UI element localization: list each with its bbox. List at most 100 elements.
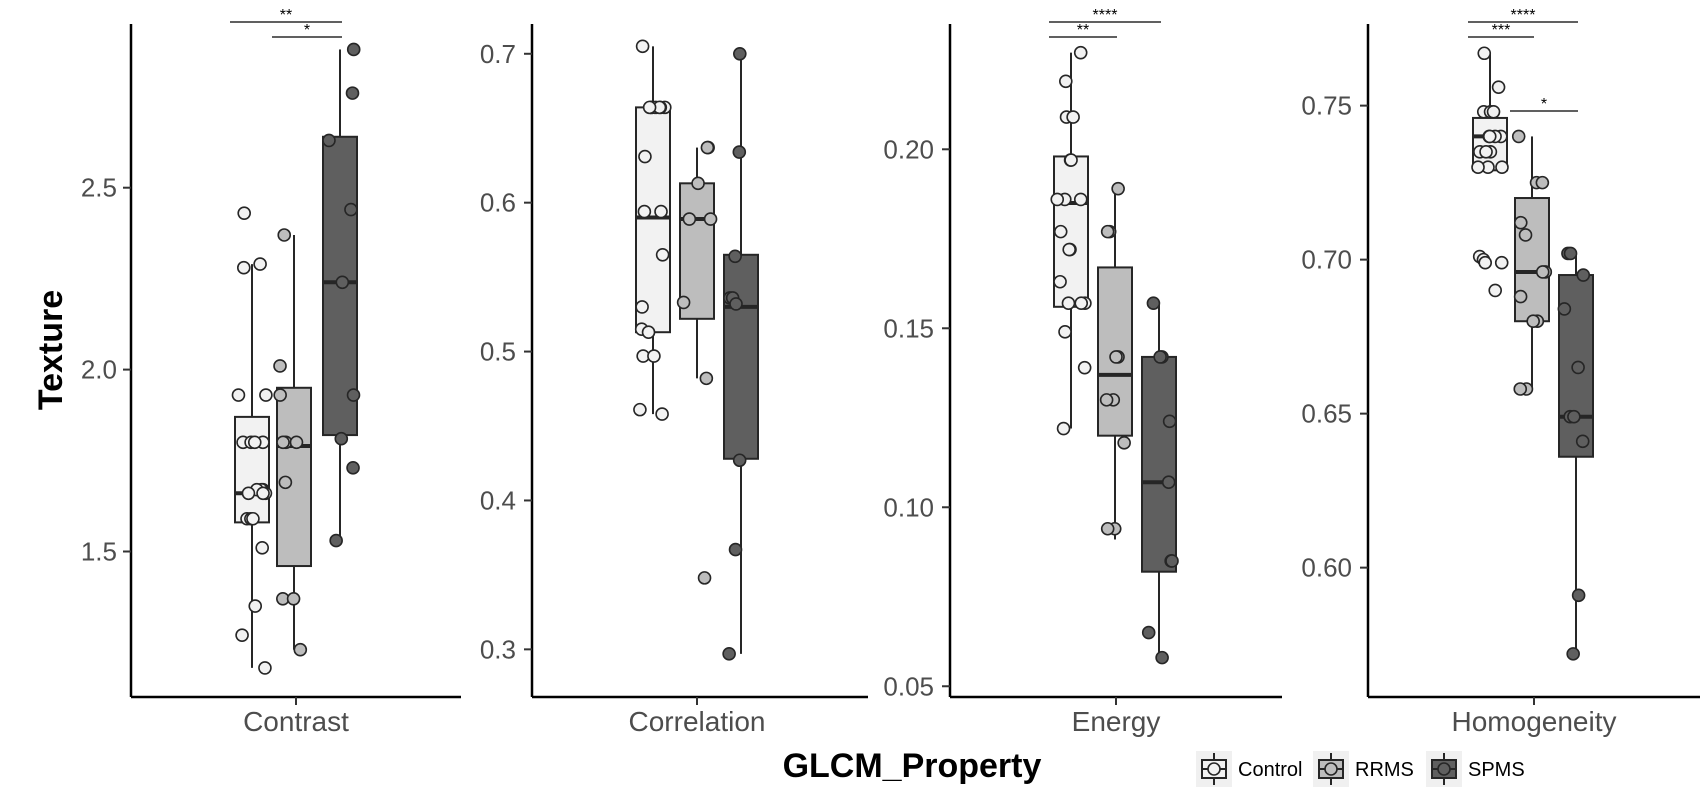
data-point	[322, 133, 336, 148]
data-point	[729, 297, 743, 311]
data-point	[231, 388, 246, 402]
legend-label: RRMS	[1355, 759, 1414, 781]
data-point	[700, 140, 715, 155]
data-point	[293, 642, 308, 657]
data-point	[1495, 160, 1509, 175]
significance-label: ****	[1511, 7, 1536, 24]
data-point	[1535, 175, 1550, 190]
significance-bracket: ***	[1468, 22, 1534, 39]
points-rrms	[1511, 129, 1553, 396]
panel-energy: 0.05 0.10 0.15 0.20 Energy ******	[883, 7, 1282, 737]
data-point	[635, 300, 649, 314]
data-point	[732, 145, 747, 159]
data-point	[1526, 314, 1540, 329]
data-point	[1050, 192, 1065, 207]
data-point	[637, 204, 652, 219]
data-point	[1478, 255, 1493, 270]
data-point	[286, 591, 301, 606]
data-point	[1111, 181, 1125, 196]
significance-bracket: *	[272, 22, 342, 39]
data-point	[1471, 160, 1485, 175]
data-point	[728, 542, 743, 557]
data-point	[1479, 145, 1493, 159]
significance-bracket: **	[230, 7, 342, 24]
data-point	[255, 541, 269, 555]
data-point	[635, 39, 650, 54]
data-point	[655, 247, 670, 262]
data-point	[246, 511, 260, 526]
legend: Control RRMS SPMS	[1196, 751, 1525, 787]
data-point	[1571, 588, 1586, 603]
data-point	[682, 212, 697, 226]
data-point	[277, 228, 292, 242]
data-point	[1567, 409, 1581, 424]
y-tick-label: 0.65	[1301, 399, 1352, 429]
legend-entry-rrms: RRMS	[1313, 751, 1414, 787]
data-point	[1059, 74, 1073, 89]
data-point	[259, 388, 273, 402]
y-tick-label: 0.4	[480, 485, 516, 515]
data-point	[633, 402, 647, 417]
y-tick-label: 0.6	[480, 188, 516, 218]
panel-correlation: 0.3 0.4 0.5 0.6 0.7 Correlation	[480, 24, 868, 737]
data-point	[1511, 129, 1526, 144]
data-point	[346, 42, 361, 57]
legend-point	[1437, 762, 1451, 776]
box-iqr	[635, 106, 671, 334]
data-point	[1571, 360, 1585, 375]
data-point	[258, 661, 272, 675]
category-label-energy: Energy	[1072, 706, 1161, 737]
legend-label: SPMS	[1468, 759, 1525, 781]
data-point	[1056, 421, 1071, 436]
data-point	[1482, 129, 1497, 144]
data-point	[1557, 302, 1572, 316]
data-point	[248, 599, 263, 613]
data-point	[647, 349, 661, 363]
box-rrms	[276, 234, 312, 650]
data-point	[1563, 246, 1578, 261]
y-tick-label: 0.75	[1301, 91, 1352, 121]
points-control	[1471, 46, 1509, 298]
data-point	[1513, 382, 1528, 396]
data-point	[1161, 475, 1176, 490]
data-point	[1073, 192, 1088, 207]
data-point	[1513, 289, 1528, 304]
data-point	[1494, 255, 1509, 270]
box-rrms	[1097, 188, 1133, 540]
category-label-homogeneity: Homogeneity	[1452, 706, 1617, 737]
data-point	[334, 431, 349, 446]
data-point	[642, 100, 657, 115]
data-point	[1153, 350, 1167, 364]
data-point	[1100, 521, 1115, 536]
data-point	[722, 647, 736, 661]
data-point	[1053, 224, 1068, 239]
legend-label: Control	[1238, 759, 1302, 781]
data-point	[241, 486, 256, 501]
significance-label: *	[304, 22, 310, 39]
data-point	[346, 388, 361, 402]
data-point	[236, 260, 251, 275]
y-tick-label: 0.70	[1301, 245, 1352, 275]
significance-label: **	[1077, 22, 1089, 39]
data-point	[654, 204, 668, 219]
data-point	[289, 435, 304, 450]
data-point	[1566, 647, 1580, 661]
data-point	[699, 371, 714, 386]
data-point	[1518, 228, 1533, 242]
y-axis-title: Texture	[32, 290, 70, 410]
significance-label: ****	[1093, 7, 1118, 24]
data-point	[1477, 46, 1492, 61]
data-point	[335, 275, 350, 290]
significance-bracket: ****	[1468, 7, 1578, 24]
data-point	[1109, 350, 1123, 364]
data-point	[273, 359, 287, 373]
data-point	[1058, 325, 1072, 339]
data-point	[1117, 436, 1131, 450]
points-control	[633, 39, 672, 421]
data-point	[235, 628, 249, 642]
points-control	[1050, 45, 1092, 436]
y-tick-label: 0.05	[883, 671, 934, 701]
data-point	[1486, 104, 1501, 119]
data-point	[1155, 650, 1169, 665]
x-axis-title: GLCM_Property	[783, 747, 1042, 785]
